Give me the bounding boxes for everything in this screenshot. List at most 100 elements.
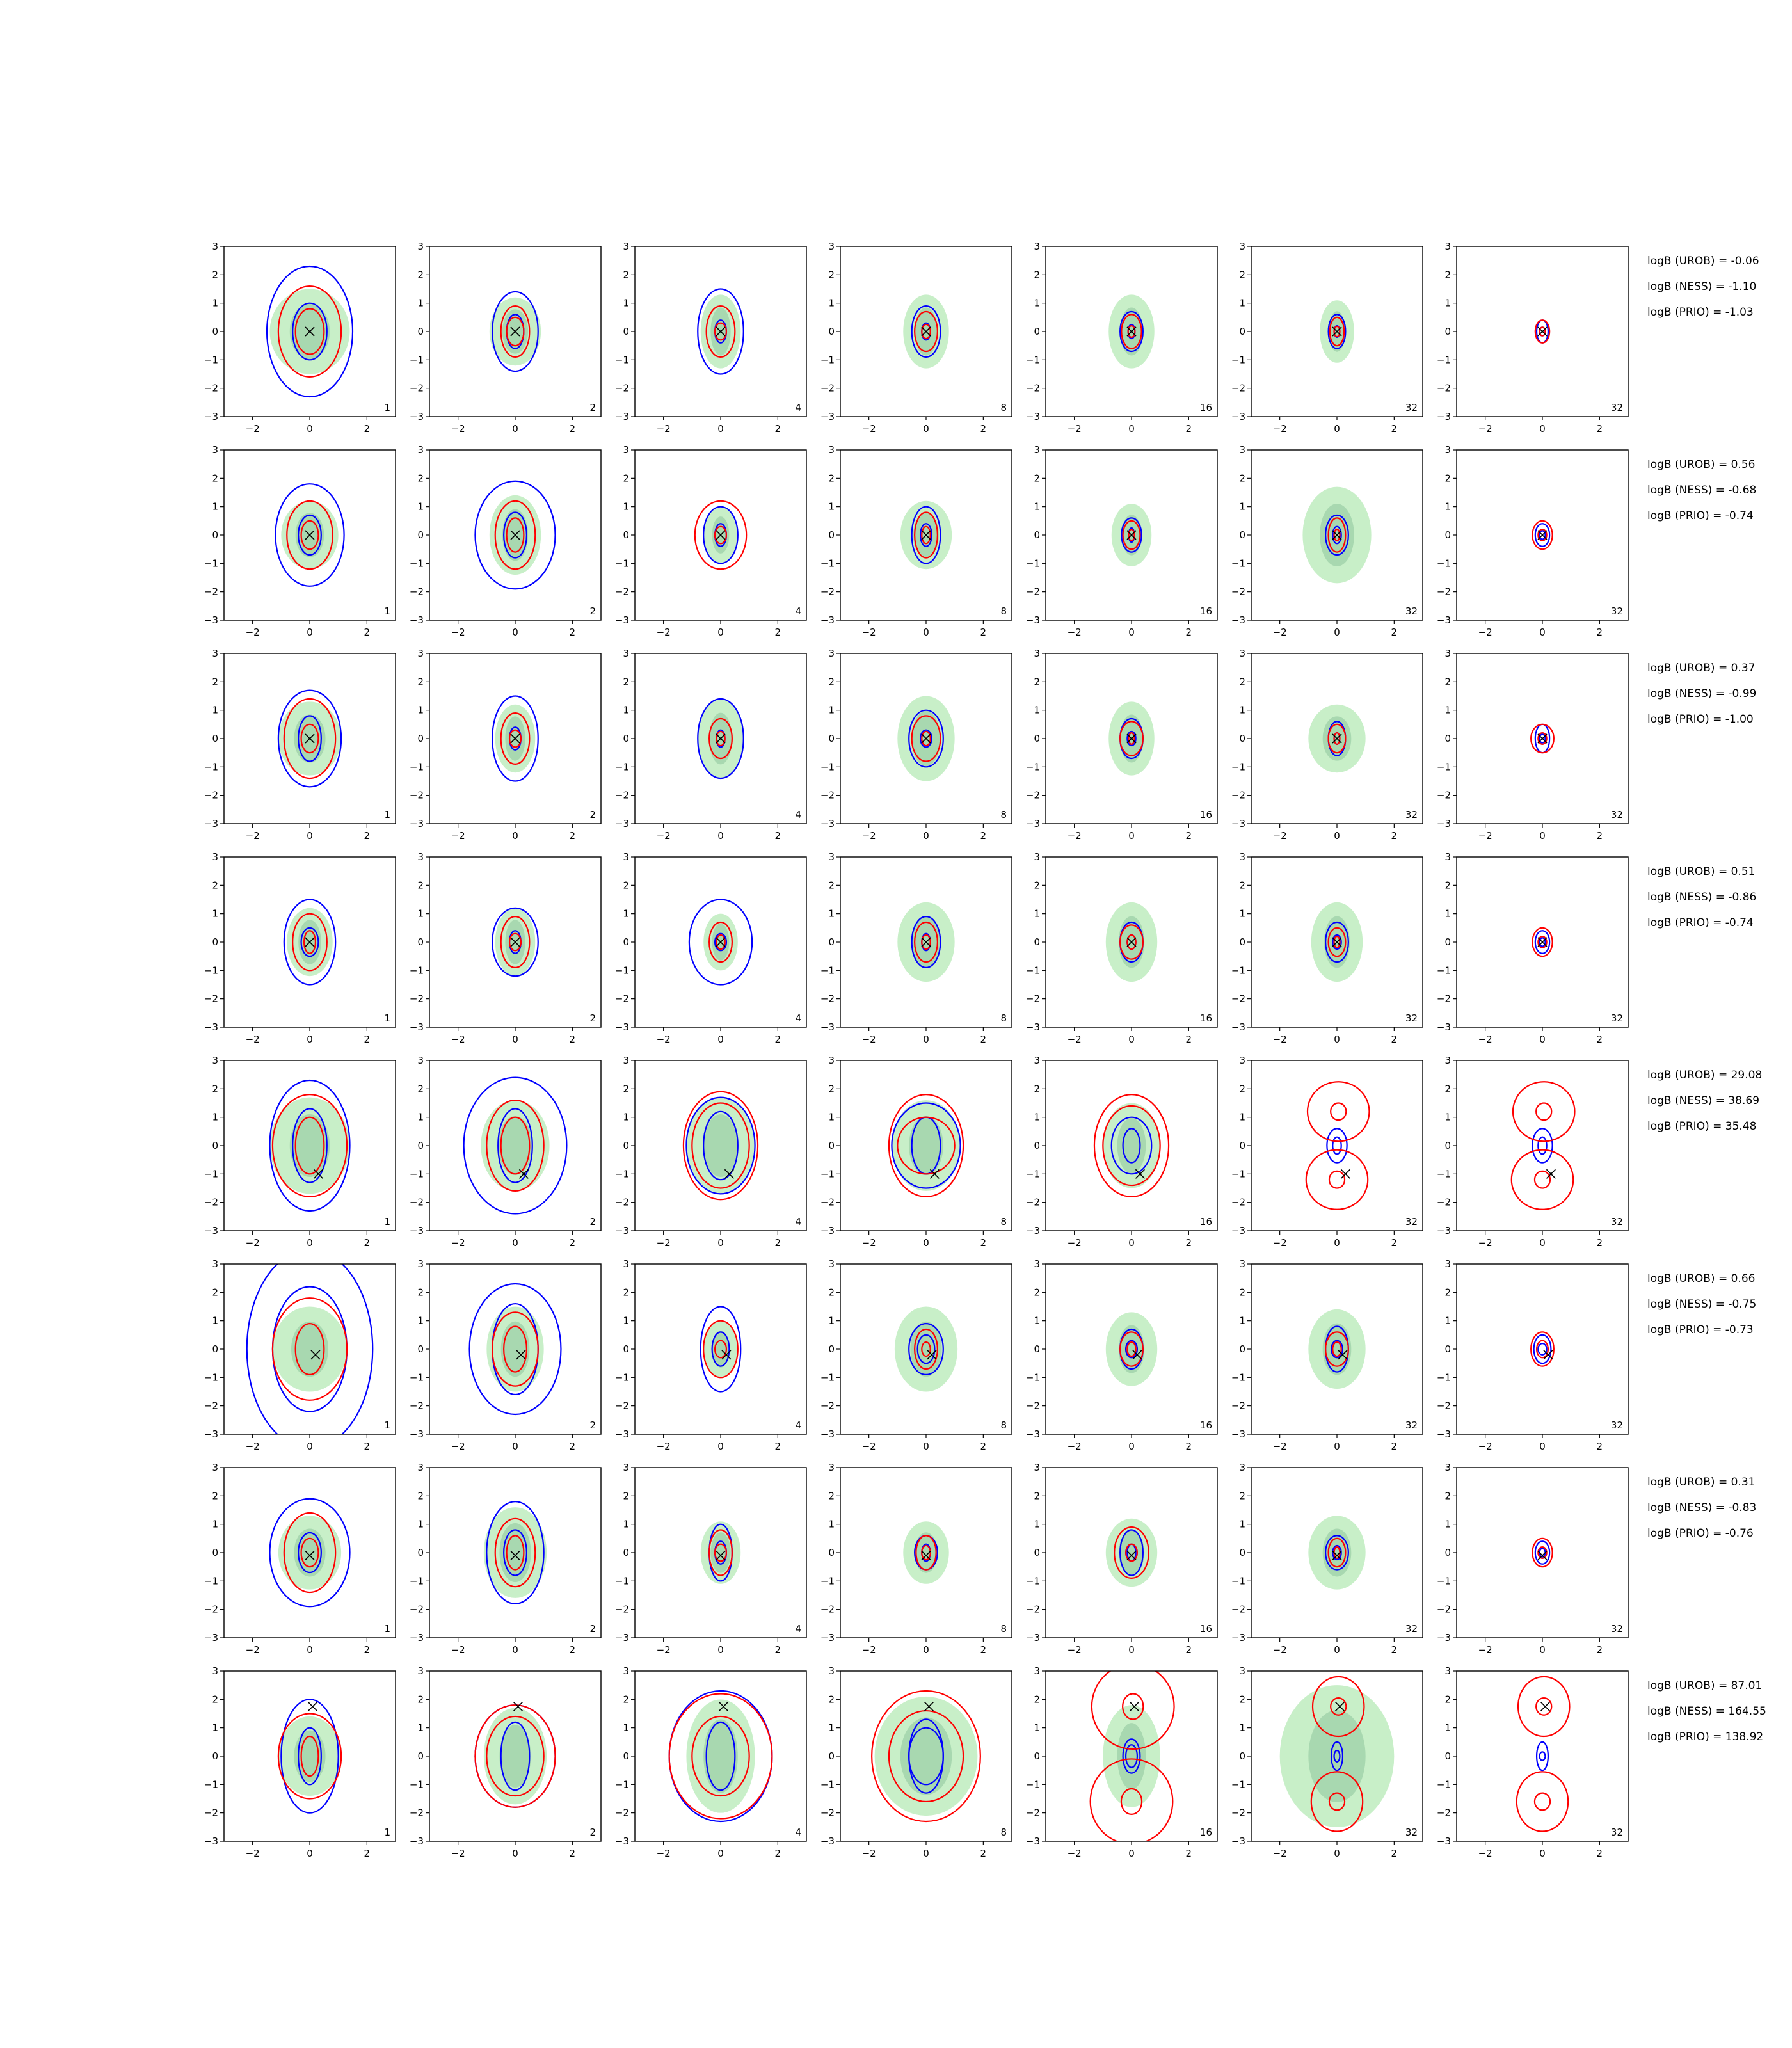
red-contour-1 [921,323,931,340]
panel-corner-label: 16 [1200,1623,1212,1635]
blue-contour-2 [1532,1128,1553,1164]
x-tick-label: 0 [1128,1441,1135,1452]
y-tick-label: 3 [417,851,424,863]
true-value-marker [1129,1701,1140,1711]
y-tick-label: −3 [820,1632,835,1644]
true-value-marker [1334,1701,1345,1711]
x-tick-label: 0 [717,423,724,435]
true-value-marker [513,1701,524,1711]
x-tick-label: 0 [1539,1237,1546,1249]
true-value-marker [510,1550,520,1560]
panel-r4-c7: −3 −2 −1 0 1 2 3 −2 0 2 32 [1437,851,1629,1045]
y-tick-label: −1 [204,557,218,569]
panel-corner-label: 2 [589,1420,596,1431]
x-tick-label: 2 [1186,1034,1192,1045]
x-tick-label: −2 [657,1644,671,1656]
panel-r2-c4: −3 −2 −1 0 1 2 3 −2 0 2 8 [820,444,1012,638]
plot-area [1305,1081,1370,1210]
panel-corner-label: 32 [1405,1827,1418,1838]
panel-corner-label: 4 [795,402,801,413]
blue-contour-1 [298,715,322,762]
red-contour-lobe-2-2 [1516,1771,1569,1832]
red-contour-2 [1532,927,1553,957]
panel-r3-c3: −3 −2 −1 0 1 2 3 −2 0 2 4 [615,648,807,842]
red-contour-1 [300,1537,319,1568]
y-tick-label: 1 [417,1315,424,1327]
x-tick-label: −2 [1478,1237,1492,1249]
y-tick-label: −1 [820,1575,835,1587]
blue-contour-2 [1325,921,1349,963]
true-value-marker [1332,733,1342,744]
y-tick-label: 1 [1034,705,1040,716]
plot-area [1308,1516,1366,1590]
panel-r1-c3: −3 −2 −1 0 1 2 3 −2 0 2 4 [615,241,807,435]
red-contour-1 [1535,1340,1549,1359]
plot-area [897,696,955,781]
red-contour-lobe-1-2 [1517,1676,1571,1738]
panel-corner-label: 16 [1200,605,1212,617]
blue-contour-2 [1110,1116,1153,1175]
panel-corner-label: 32 [1611,605,1623,617]
blue-contour-2 [1534,523,1551,547]
red-contour-1 [691,1715,750,1797]
y-tick-label: 1 [623,1315,629,1327]
y-tick-label: −2 [1231,993,1245,1005]
x-tick-label: 2 [1391,1644,1398,1656]
red-contour-1 [300,1735,319,1777]
panel-r2-c1: −3 −2 −1 0 1 2 3 −2 0 2 1 [204,444,396,638]
plot-area [1311,902,1363,982]
y-tick-label: 3 [1034,648,1040,659]
y-tick-label: 0 [212,326,218,337]
y-tick-label: 0 [828,1343,835,1355]
red-contour-lobe-1-1 [1535,1102,1553,1121]
y-tick-label: 2 [1034,472,1040,484]
y-tick-label: −2 [820,1197,835,1208]
y-tick-label: −3 [820,818,835,829]
plot-area [903,1521,949,1584]
x-tick-label: −2 [1068,1848,1082,1859]
x-tick-label: −2 [862,627,876,638]
y-tick-label: −1 [204,1575,218,1587]
red-contour-1 [1126,1341,1137,1357]
y-tick-label: 2 [1239,879,1245,891]
plot-area [1089,1671,1175,1841]
y-tick-label: 2 [828,879,835,891]
y-tick-label: −3 [1231,614,1245,626]
y-tick-label: −1 [1231,1168,1245,1180]
red-contour-2 [914,310,938,353]
x-tick-label: 2 [1391,1237,1398,1249]
panel-corner-label: 8 [1000,1827,1007,1838]
blue-contour-2 [280,1699,339,1814]
x-tick-label: −2 [246,1034,260,1045]
red-contour-2 [1093,1094,1170,1197]
logB-annotation: logB (PRIO) = 35.48 [1647,1120,1756,1133]
plot-area [1105,902,1158,982]
x-tick-label: −2 [1273,1237,1287,1249]
red-contour-1 [897,1116,956,1175]
x-tick-label: 2 [1391,1848,1398,1859]
y-tick-label: −3 [410,1225,424,1236]
true-value-marker [718,1701,729,1711]
y-tick-label: 1 [1034,298,1040,309]
x-tick-label: −2 [1478,1848,1492,1859]
y-tick-label: 1 [828,298,835,309]
red-contour-1 [1333,732,1341,745]
x-tick-label: 2 [980,1644,987,1656]
y-tick-label: 0 [1444,529,1451,541]
y-tick-label: −3 [1026,411,1040,422]
blue-contour-2 [1533,1334,1552,1364]
x-tick-label: 0 [1128,1644,1135,1656]
y-tick-label: 3 [1239,1258,1245,1270]
panel-r2-c5: −3 −2 −1 0 1 2 3 −2 0 2 16 [1026,444,1218,638]
true-value-marker [716,733,726,744]
x-tick-label: 2 [570,627,576,638]
y-tick-label: 3 [1034,444,1040,456]
density-fill-inner [712,1331,730,1368]
x-tick-label: −2 [1068,830,1082,842]
y-tick-label: 1 [1239,1315,1245,1327]
y-tick-label: 1 [1239,501,1245,513]
y-tick-label: 0 [1239,326,1245,337]
y-tick-label: −3 [1437,1836,1451,1847]
y-tick-label: −3 [204,1225,218,1236]
x-tick-label: −2 [1068,627,1082,638]
